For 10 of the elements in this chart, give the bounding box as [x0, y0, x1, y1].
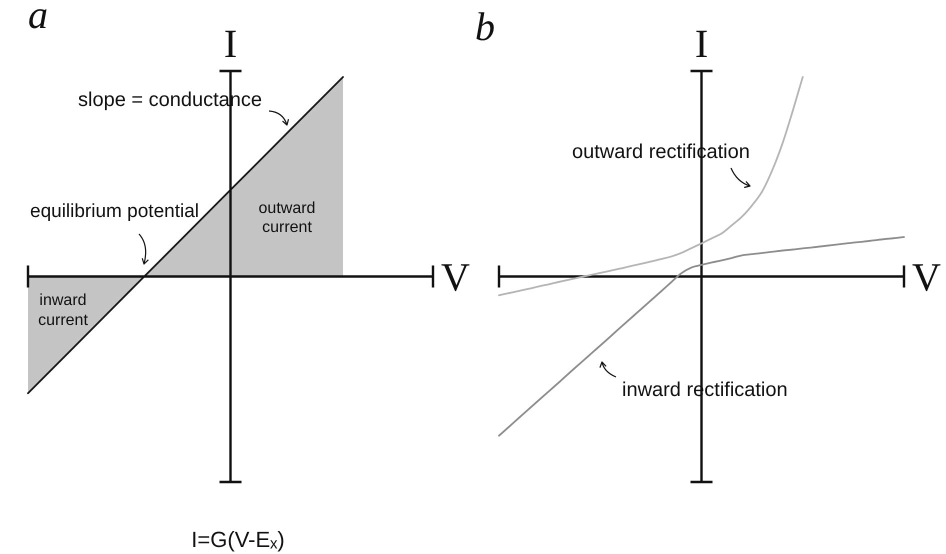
text: I=G(V-Eₓ): [191, 527, 285, 552]
x-axis-title: V: [441, 254, 470, 300]
chart-title: a: [28, 0, 48, 37]
y-axis-title: I: [224, 21, 238, 66]
y-axis-title: I: [694, 21, 708, 66]
annotation: inward current: [38, 292, 88, 329]
annotation: equilibrium potential: [30, 201, 199, 222]
chart-title: b: [475, 4, 495, 49]
x-axis-title: V: [912, 254, 941, 300]
annotation: outward current: [258, 200, 316, 236]
